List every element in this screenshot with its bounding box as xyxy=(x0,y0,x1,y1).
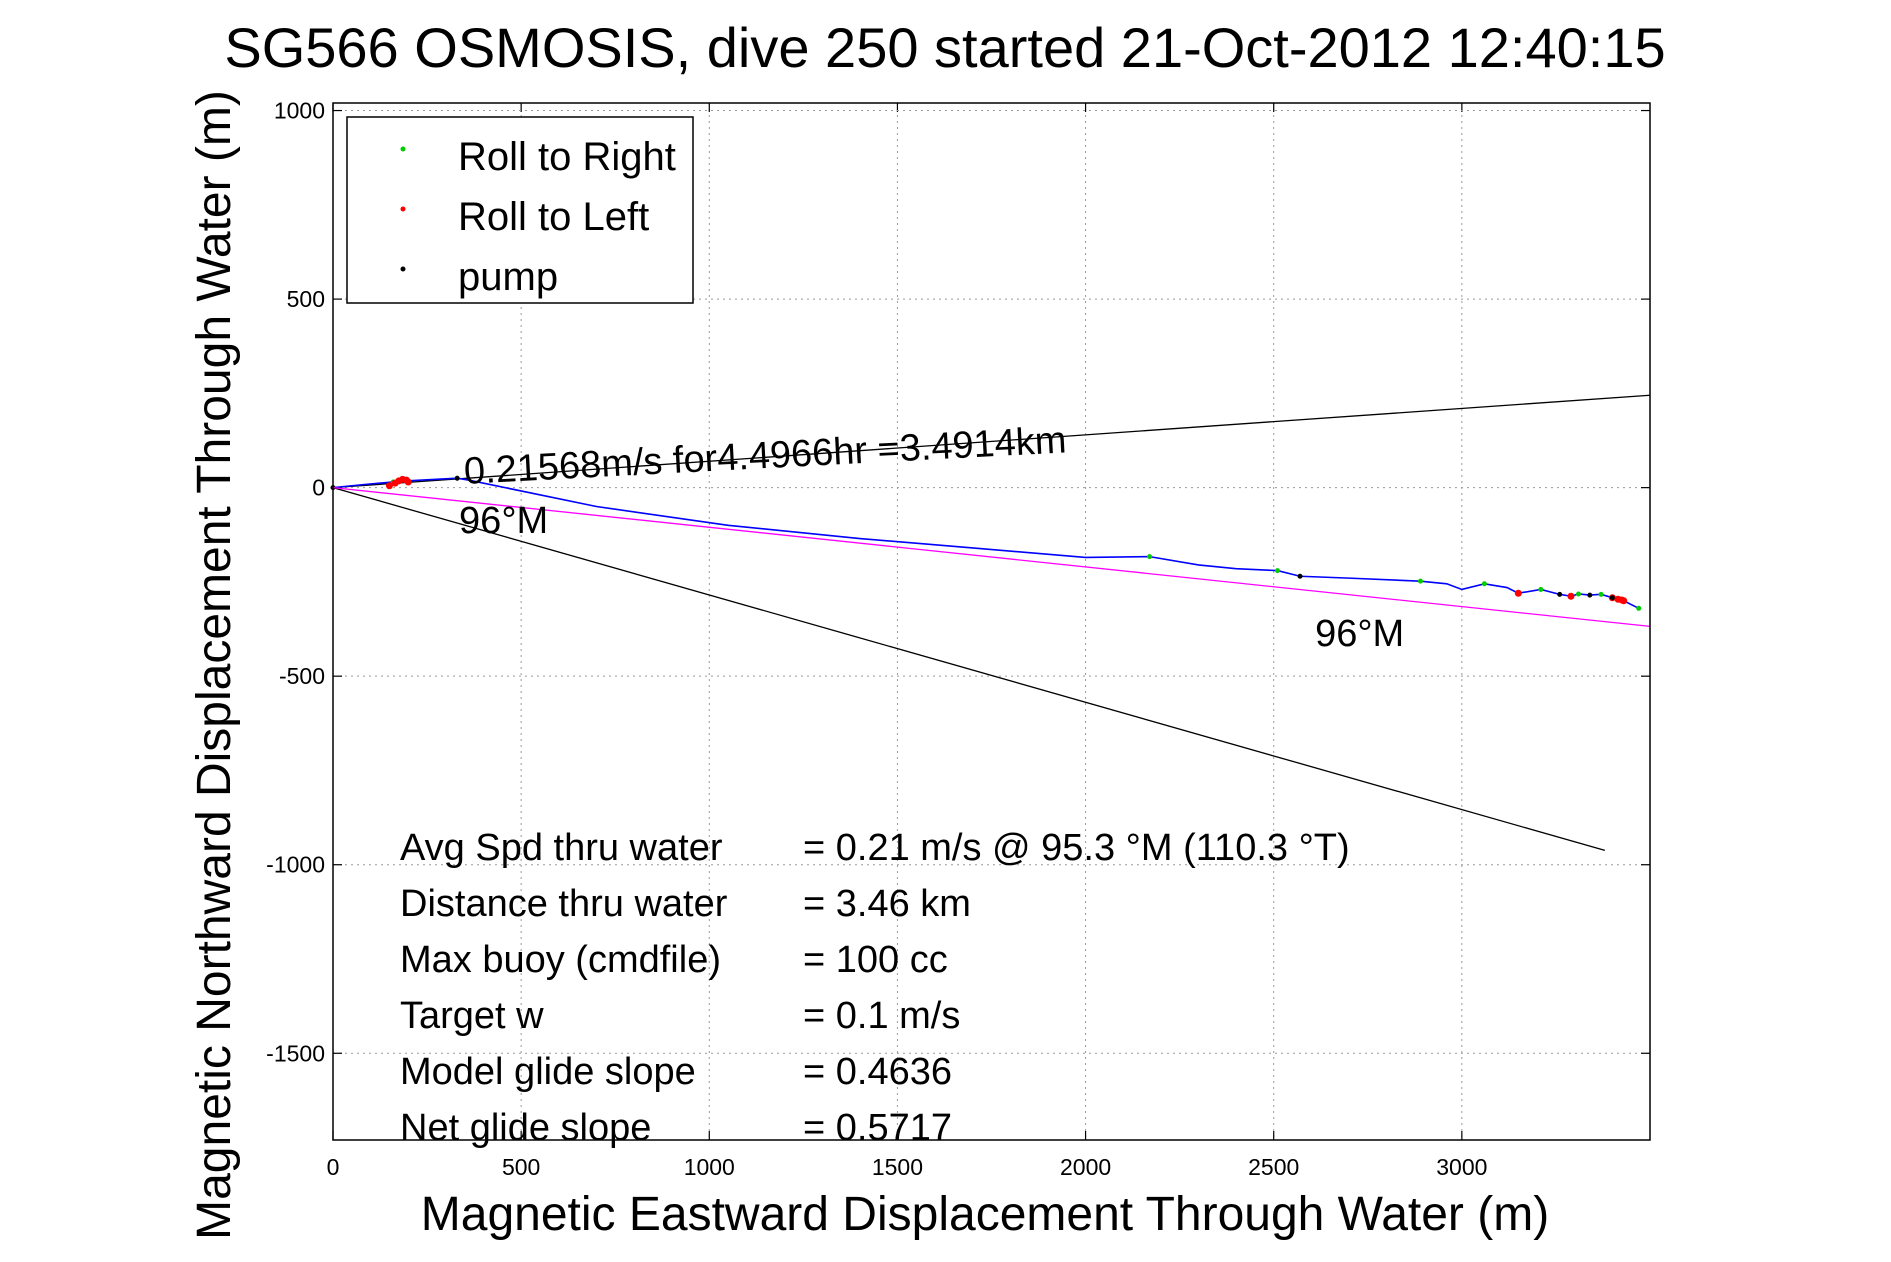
legend: Roll to Right Roll to Left pump xyxy=(346,116,694,304)
stats-block: Avg Spd thru water = 0.21 m/s @ 95.3 °M (… xyxy=(400,827,1350,1149)
stats-label: Model glide slope xyxy=(400,1051,696,1093)
annotations: 0.21568m/s for4.4966hr =3.4914km 96°M 96°M xyxy=(459,419,1404,655)
roll-to-left-point xyxy=(1620,597,1628,605)
y-axis-label: Magnetic Northward Displacement Through … xyxy=(188,90,241,1240)
legend-marker xyxy=(400,266,406,272)
stats-value: = 3.46 km xyxy=(803,883,971,925)
plot-frame xyxy=(332,102,1651,1141)
bound-lines xyxy=(332,394,1651,852)
roll-to-left-point xyxy=(1514,589,1522,597)
legend-label: pump xyxy=(458,255,558,299)
x-tick-label: 2500 xyxy=(1248,1154,1299,1180)
y-tick-label: 1000 xyxy=(274,98,325,124)
x-tick-label: 0 xyxy=(327,1154,340,1180)
roll-to-right-point xyxy=(1274,568,1280,574)
pump-point xyxy=(1587,592,1593,598)
roll-to-left-point xyxy=(385,482,393,490)
roll-to-right-point xyxy=(1598,591,1604,597)
x-tick-label: 500 xyxy=(502,1154,540,1180)
annotation-label: 0.21568m/s for4.4966hr =3.4914km xyxy=(463,419,1067,493)
x-tick-label: 3000 xyxy=(1436,1154,1487,1180)
tick-labels: 0 500 1000 1500 2000 2500 3000 1000 500 0 -500 -100… xyxy=(266,98,1487,1180)
legend-label: Roll to Right xyxy=(458,135,676,179)
legend-label: Roll to Left xyxy=(458,195,649,239)
legend-marker xyxy=(400,146,406,152)
stats-label: Net glide slope xyxy=(400,1107,651,1149)
chart-title: SG566 OSMOSIS, dive 250 started 21-Oct-2… xyxy=(224,16,1665,79)
y-tick-label: -1500 xyxy=(266,1040,325,1066)
roll-to-right-point xyxy=(1538,586,1544,592)
roll-to-right-point xyxy=(1417,578,1423,584)
roll-to-left-point xyxy=(404,478,412,486)
roll-to-right-point xyxy=(1636,605,1642,611)
stats-value: = 0.5717 xyxy=(803,1107,952,1149)
upper-bound-line xyxy=(332,394,1651,489)
pump-point xyxy=(1609,595,1615,601)
roll-to-left-markers xyxy=(385,475,1628,605)
roll-to-right-point xyxy=(1576,591,1582,597)
legend-marker xyxy=(400,206,406,212)
y-tick-label: 0 xyxy=(312,475,325,501)
stats-value: = 100 cc xyxy=(803,939,948,981)
roll-to-right-point xyxy=(1147,554,1153,560)
lower-bound-line xyxy=(332,487,1606,852)
pump-point xyxy=(454,475,460,481)
x-tick-label: 1500 xyxy=(872,1154,923,1180)
pump-point xyxy=(1557,591,1563,597)
annotation-label: 96°M xyxy=(459,500,548,542)
stats-value: = 0.4636 xyxy=(803,1051,952,1093)
x-tick-label: 1000 xyxy=(684,1154,735,1180)
stats-label: Max buoy (cmdfile) xyxy=(400,939,721,981)
stats-value: = 0.21 m/s @ 95.3 °M (110.3 °T) xyxy=(803,827,1350,869)
annotation-label: 96°M xyxy=(1315,613,1404,655)
stats-label: Distance thru water xyxy=(400,883,728,925)
heading-line-96-m-line xyxy=(332,486,1651,628)
stats-value: = 0.1 m/s xyxy=(803,995,960,1037)
roll-to-right-point xyxy=(1481,581,1487,587)
stats-label: Avg Spd thru water xyxy=(400,827,723,869)
pump-point xyxy=(1297,573,1303,579)
pump-markers xyxy=(330,475,1615,601)
roll-to-left-point xyxy=(1567,592,1575,600)
x-tick-label: 2000 xyxy=(1060,1154,1111,1180)
y-tick-label: -500 xyxy=(279,663,325,689)
x-axis-label: Magnetic Eastward Displacement Through W… xyxy=(421,1188,1549,1241)
y-tick-label: 500 xyxy=(287,286,325,312)
stats-label: Target w xyxy=(400,995,544,1037)
roll-to-right-markers xyxy=(390,475,1642,611)
y-tick-label: -1000 xyxy=(266,852,325,878)
series-layer xyxy=(330,475,1651,628)
